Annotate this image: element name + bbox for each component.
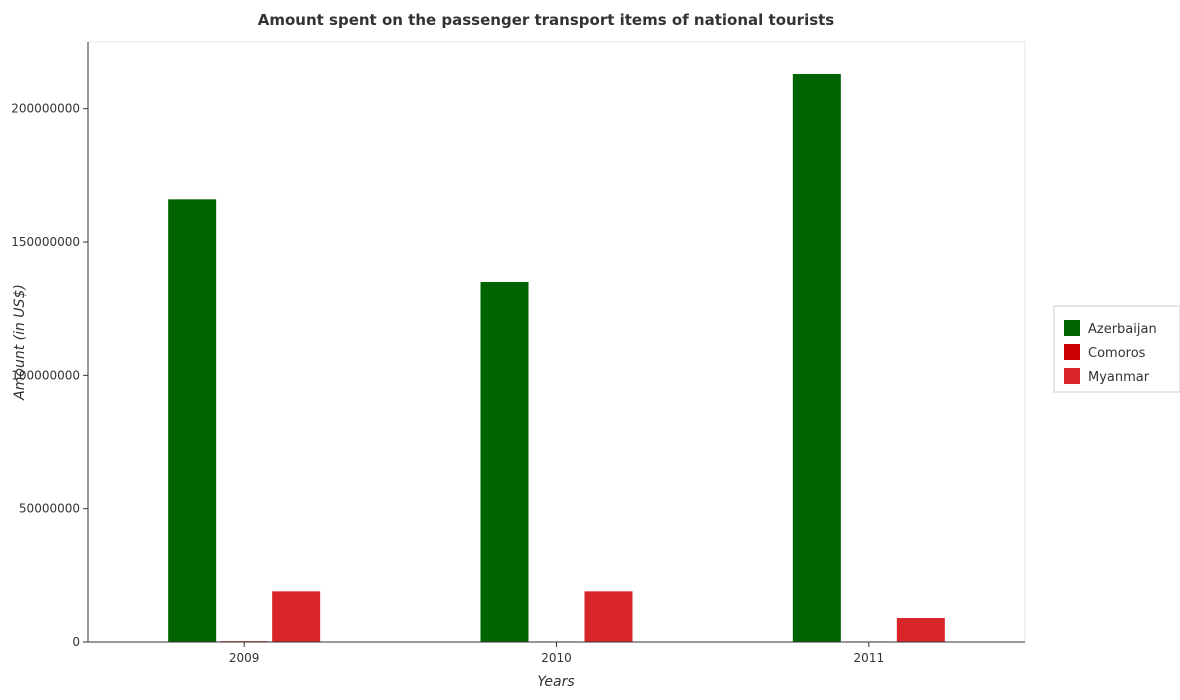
y-tick-label: 200000000 (11, 102, 80, 116)
y-tick-label: 0 (72, 635, 80, 649)
bar-azerbaijan-2010 (480, 282, 529, 642)
x-tick-label: 2009 (229, 651, 260, 665)
y-tick-label: 100000000 (11, 368, 80, 382)
y-axis: 0 50000000 100000000 150000000 200000000 (11, 42, 89, 649)
legend: Azerbaijan Comoros Myanmar (1053, 305, 1180, 393)
bar-myanmar-2011 (896, 618, 945, 642)
y-tick-label: 50000000 (19, 502, 80, 516)
legend-label-azerbaijan: Azerbaijan (1088, 322, 1157, 337)
plot-area (87, 41, 1026, 643)
x-axis: 2009 2010 2011 (88, 641, 1025, 665)
bar-azerbaijan-2011 (792, 74, 841, 642)
bar-azerbaijan-2009 (168, 199, 217, 643)
legend-swatch-comoros (1064, 344, 1080, 360)
chart-title: Amount spent on the passenger transport … (258, 11, 835, 29)
x-tick-label: 2011 (854, 651, 885, 665)
bar-myanmar-2009 (272, 591, 321, 642)
bars-group (168, 74, 945, 643)
legend-swatch-azerbaijan (1064, 320, 1080, 336)
bar-myanmar-2010 (584, 591, 633, 642)
x-tick-label: 2010 (541, 651, 572, 665)
y-axis-label: Amount (in US$) (12, 284, 28, 401)
legend-swatch-myanmar (1064, 368, 1080, 384)
legend-label-myanmar: Myanmar (1088, 370, 1150, 385)
x-axis-label: Years (537, 674, 574, 690)
y-tick-label: 150000000 (11, 235, 80, 249)
legend-label-comoros: Comoros (1088, 346, 1146, 361)
